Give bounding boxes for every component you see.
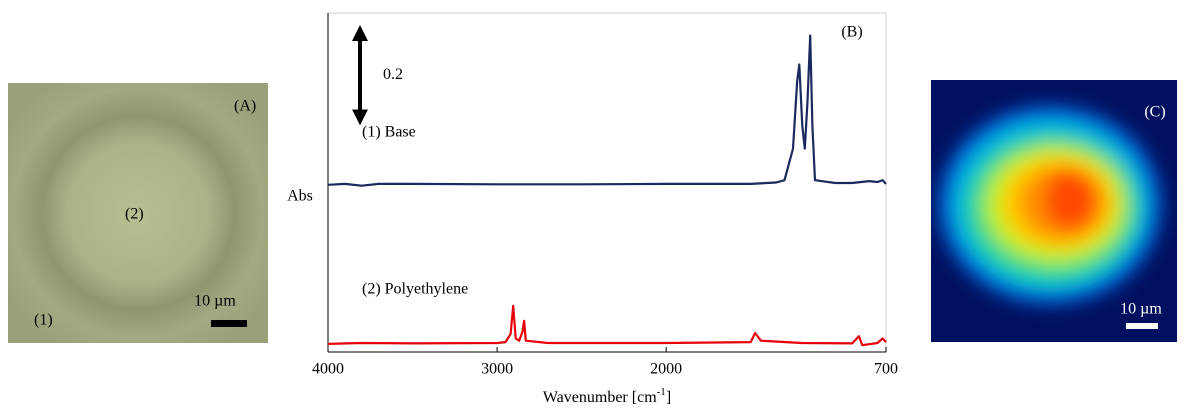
x-axis-label: Wavenumber [cm-1] — [543, 386, 671, 406]
heatmap-blobs — [938, 105, 1162, 305]
panel-label: (C) — [1144, 104, 1165, 121]
spectrum-line — [327, 34, 887, 187]
plot-frame — [327, 12, 887, 353]
panel-label: (A) — [234, 98, 256, 115]
y-axis-label: Abs — [287, 188, 313, 205]
region-label: (1) — [34, 312, 53, 329]
optical-image — [8, 83, 268, 343]
panel-label: (B) — [841, 24, 862, 41]
region-label: (2) — [125, 206, 144, 223]
series-label: (1) Base — [362, 124, 416, 141]
scale-label: 10 µm — [194, 293, 236, 310]
scale-label: 10 µm — [1120, 301, 1162, 318]
spectrum-line — [327, 304, 887, 347]
scale-bar — [211, 320, 247, 327]
series-label: (2) Polyethylene — [362, 281, 468, 298]
x-tick-label: 700 — [874, 361, 898, 378]
x-tick-label: 4000 — [312, 361, 344, 378]
scale-label: 0.2 — [383, 66, 403, 83]
x-tick-label: 2000 — [650, 361, 682, 378]
x-axis-label-end: ] — [666, 389, 671, 406]
x-axis-label-text: Wavenumber [cm — [543, 389, 657, 406]
scale-bar — [1126, 323, 1158, 329]
x-tick-label: 3000 — [481, 361, 513, 378]
x-axis-label-sup: -1 — [657, 386, 666, 398]
